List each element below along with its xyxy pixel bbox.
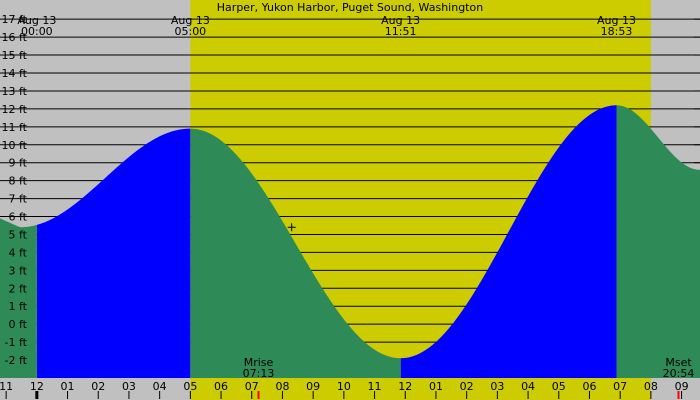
x-hour-label: 12 (30, 380, 44, 393)
x-hour-label: 09 (675, 380, 689, 393)
x-hour-label: 05 (183, 380, 197, 393)
x-hour-label: 01 (61, 380, 75, 393)
y-tick-label: 17 ft (2, 13, 28, 26)
x-hour-label: 09 (306, 380, 320, 393)
top-date-label: Aug 13 (171, 14, 210, 27)
y-tick-label: 14 ft (2, 67, 28, 80)
y-tick-label: 12 ft (2, 103, 28, 116)
top-time-label: 18:53 (601, 25, 633, 38)
x-hour-label: 10 (337, 380, 351, 393)
y-tick-label: 6 ft (9, 211, 28, 224)
y-tick-label: 16 ft (2, 31, 28, 44)
x-hour-label: 04 (153, 380, 167, 393)
x-hour-label: 11 (368, 380, 382, 393)
top-date-label: Aug 13 (597, 14, 636, 27)
moon-event-time: 07:13 (243, 367, 275, 380)
y-tick-label: 15 ft (2, 49, 28, 62)
x-hour-label: 07 (613, 380, 627, 393)
x-hour-label: 01 (429, 380, 443, 393)
y-tick-label: 11 ft (2, 121, 28, 134)
y-tick-label: 7 ft (9, 193, 28, 206)
x-hour-label: 08 (644, 380, 658, 393)
chart-title: Harper, Yukon Harbor, Puget Sound, Washi… (217, 1, 483, 14)
x-hour-label: 06 (214, 380, 228, 393)
moon-event-label: Mrise (244, 356, 274, 369)
y-tick-label: 1 ft (9, 300, 28, 313)
moon-event-label: Mset (665, 356, 692, 369)
y-tick-label: 9 ft (9, 157, 28, 170)
y-tick-label: 2 ft (9, 282, 28, 295)
x-hour-label: 06 (582, 380, 596, 393)
y-tick-label: 5 ft (9, 228, 28, 241)
y-tick-label: 8 ft (9, 175, 28, 188)
current-time-marker (287, 223, 296, 232)
y-tick-label: 13 ft (2, 85, 28, 98)
top-date-label: Aug 13 (17, 14, 56, 27)
falling-tide-area (616, 105, 700, 378)
falling-tide-area (0, 218, 37, 378)
top-time-label: 05:00 (174, 25, 206, 38)
rising-tide-area (36, 128, 191, 378)
falling-tide-area (190, 128, 401, 378)
top-date-label: Aug 13 (381, 14, 420, 27)
y-tick-label: -1 ft (5, 336, 28, 349)
moon-event-time: 20:54 (663, 367, 695, 380)
rising-tide-area (400, 105, 617, 378)
y-tick-label: -2 ft (5, 354, 28, 367)
x-hour-label: 02 (460, 380, 474, 393)
y-tick-label: 4 ft (9, 246, 28, 259)
x-hour-label: 04 (521, 380, 535, 393)
x-hour-label: 05 (552, 380, 566, 393)
y-tick-label: 0 ft (9, 318, 28, 331)
x-hour-label: 07 (245, 380, 259, 393)
x-hour-label: 12 (398, 380, 412, 393)
top-time-label: 11:51 (385, 25, 417, 38)
x-hour-label: 03 (122, 380, 136, 393)
x-hour-label: 03 (490, 380, 504, 393)
y-tick-label: 10 ft (2, 139, 28, 152)
x-hour-label: 11 (0, 380, 13, 393)
y-tick-label: 3 ft (9, 264, 28, 277)
top-time-label: 00:00 (21, 25, 53, 38)
x-hour-label: 02 (91, 380, 105, 393)
x-hour-label: 08 (275, 380, 289, 393)
